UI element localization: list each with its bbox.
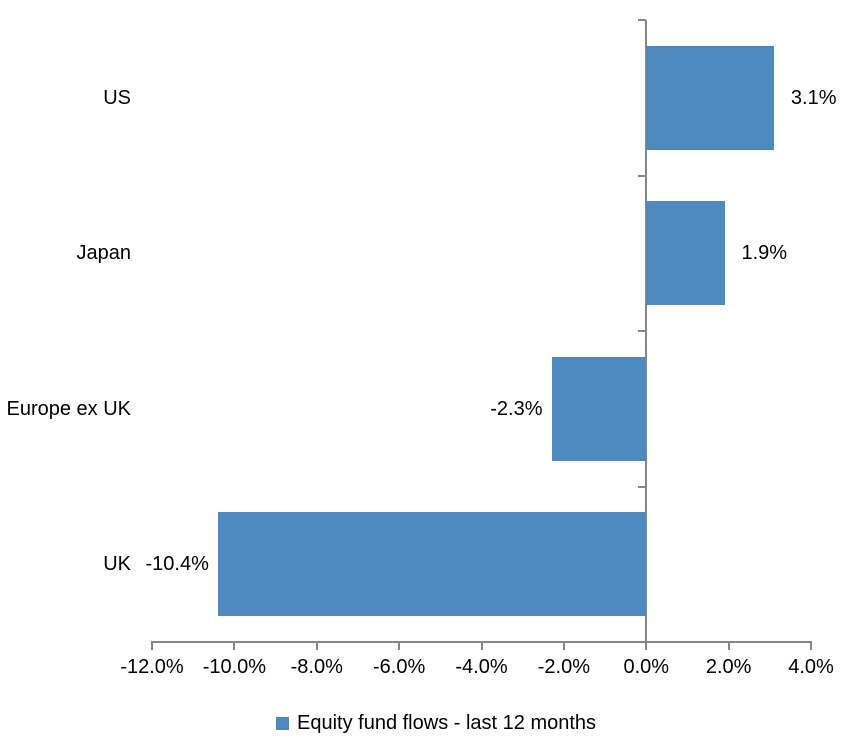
x-axis-tick	[398, 642, 401, 650]
category-axis-tick	[638, 174, 647, 177]
x-tick-label: -2.0%	[537, 656, 590, 678]
x-tick-label: 2.0%	[705, 656, 752, 678]
data-label-japan: 1.9%	[741, 242, 788, 265]
bar-uk	[217, 512, 647, 617]
bar-us	[646, 45, 774, 150]
bar-europe-ex-uk	[551, 356, 647, 461]
category-label-us: US	[103, 86, 131, 109]
data-label-uk: -10.4%	[145, 553, 209, 576]
x-axis-tick	[480, 642, 483, 650]
x-tick-label: -4.0%	[455, 656, 508, 678]
zero-axis-line	[645, 20, 648, 642]
x-axis-tick	[645, 642, 648, 650]
x-tick-label: 4.0%	[788, 656, 834, 678]
chart-legend: Equity fund flows - last 12 months	[276, 710, 596, 736]
category-axis-tick	[638, 485, 647, 488]
x-axis-tick	[151, 642, 153, 650]
legend-swatch-icon	[276, 716, 289, 730]
category-label-uk: UK	[103, 553, 131, 576]
x-tick-label: 0.0%	[623, 656, 670, 678]
category-label-japan: Japan	[76, 242, 132, 265]
x-tick-label: -8.0%	[290, 656, 343, 678]
data-label-europe-ex-uk: -2.3%	[490, 397, 543, 420]
legend-label: Equity fund flows - last 12 months	[297, 712, 597, 734]
x-axis-tick	[727, 642, 730, 650]
x-axis-tick	[315, 642, 318, 650]
x-axis-tick	[233, 642, 236, 650]
data-label-us: 3.1%	[790, 86, 837, 109]
category-label-europe-ex-uk: Europe ex UK	[6, 397, 131, 420]
x-axis-tick	[562, 642, 565, 650]
x-tick-label: -12.0%	[120, 656, 184, 678]
x-tick-label: -6.0%	[373, 656, 426, 678]
x-axis-tick	[810, 642, 812, 650]
bar-japan	[646, 201, 725, 306]
x-tick-label: -10.0%	[202, 656, 267, 678]
category-axis-tick	[638, 330, 647, 332]
category-axis-tick	[638, 19, 647, 21]
